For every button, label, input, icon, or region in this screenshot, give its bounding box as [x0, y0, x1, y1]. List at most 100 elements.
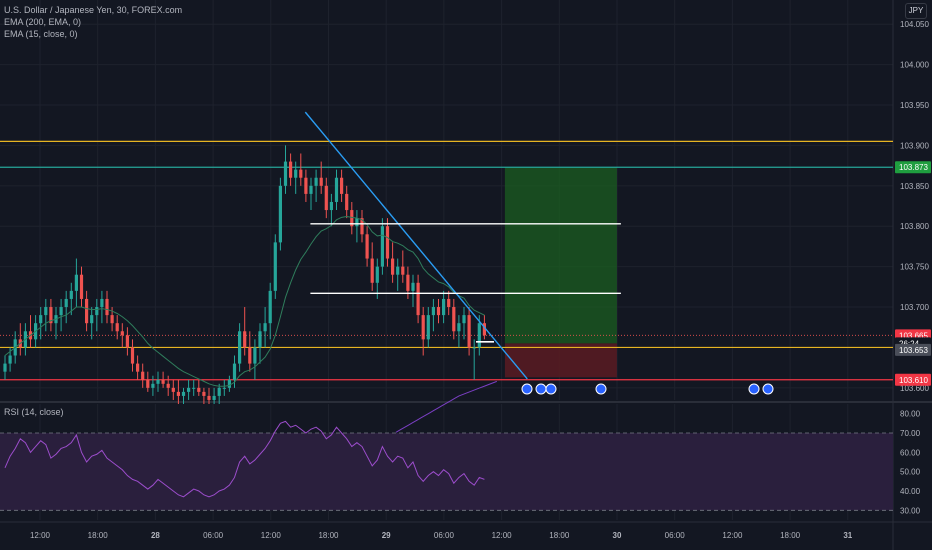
candle-body [39, 315, 43, 324]
candle-body [115, 323, 119, 332]
price-tick-label: 103.700 [900, 303, 929, 312]
candle-body [207, 395, 211, 400]
time-tick-label: 30 [613, 531, 622, 540]
candle-body [324, 185, 328, 211]
candle-body [8, 355, 12, 364]
ema200-legend[interactable]: EMA (200, EMA, 0) [4, 17, 82, 27]
candle-body [171, 387, 175, 392]
symbol-title[interactable]: U.S. Dollar / Japanese Yen, 30, FOREX.co… [4, 5, 183, 15]
candle-body [345, 193, 349, 211]
candle-body [100, 298, 104, 308]
candle-body [447, 298, 451, 308]
candle-body [161, 379, 165, 384]
candle-body [212, 395, 216, 400]
price-tag-box [895, 373, 931, 386]
candle-body [166, 383, 170, 388]
candle-body [85, 298, 89, 324]
candle-body [258, 331, 262, 348]
price-tick-label: 103.800 [900, 222, 929, 231]
candle-body [74, 274, 78, 291]
rsi-tick-label: 30.00 [900, 506, 921, 515]
time-tick-label: 12:00 [722, 531, 743, 540]
price-tick-label: 104.050 [900, 20, 929, 29]
candle-body [355, 218, 359, 227]
candle-body [248, 347, 252, 364]
rsi-tick-label: 50.00 [900, 468, 921, 477]
position-zones [504, 167, 617, 378]
ema200-line [395, 380, 497, 433]
time-tick-label: 12:00 [261, 531, 282, 540]
horizontal-levels [0, 140, 893, 381]
candle-body [452, 307, 456, 332]
candle-body [64, 298, 68, 308]
trendline [304, 111, 528, 380]
candle-body [156, 379, 160, 384]
candle-body [309, 185, 313, 194]
rsi-tick-label: 80.00 [900, 410, 921, 419]
event-icon [545, 383, 557, 395]
candle-body [176, 391, 180, 396]
price-tag-box [895, 161, 931, 174]
candle-body [304, 177, 308, 194]
price-tick-label: 103.600 [900, 384, 929, 393]
event-icon [595, 383, 607, 395]
candle-body [120, 331, 124, 336]
ema15-line [4, 216, 485, 387]
price-tag-label: 103.610 [899, 376, 928, 385]
loss-zone [504, 343, 617, 378]
time-tick-label: 31 [843, 531, 852, 540]
candle-body [105, 298, 109, 316]
candle-body [181, 391, 186, 396]
candle-body [278, 185, 282, 243]
time-tick-label: 29 [382, 531, 391, 540]
price-tag-label: 103.653 [899, 346, 928, 355]
candle-body [360, 218, 364, 235]
ema15-legend[interactable]: EMA (15, close, 0) [4, 29, 78, 39]
candle-body [380, 226, 384, 267]
candle-body [477, 323, 481, 348]
candle-body [79, 274, 84, 299]
price-tick-label: 103.850 [900, 182, 929, 191]
candle-body [334, 177, 339, 202]
profit-zone [504, 167, 617, 344]
time-tick-label: 18:00 [780, 531, 801, 540]
price-tick-label: 103.900 [900, 141, 929, 150]
candle-body [95, 307, 99, 316]
candle-body [457, 323, 461, 332]
currency-button[interactable]: JPY [905, 3, 927, 19]
rsi-legend[interactable]: RSI (14, close) [4, 407, 64, 417]
candle-body [350, 210, 354, 227]
candle-body [411, 282, 415, 291]
candle-body [370, 258, 374, 283]
price-tag-box [895, 343, 931, 356]
candle-body [49, 307, 53, 324]
candle-body [243, 331, 247, 348]
candle-body [462, 315, 466, 324]
ema-lines [4, 216, 497, 433]
time-tick-label: 06:00 [665, 531, 686, 540]
candle-body [3, 363, 7, 372]
time-tick-label: 12:00 [30, 531, 51, 540]
candle-body [416, 282, 420, 316]
candle-body [263, 323, 267, 332]
candle-body [319, 177, 323, 186]
time-tick-label: 18:00 [549, 531, 570, 540]
candle-body [299, 169, 303, 178]
candle-body [273, 242, 277, 291]
candle-body [436, 307, 441, 316]
event-icons [521, 383, 774, 395]
candle-body [294, 169, 298, 178]
candle-body [69, 290, 73, 299]
candle-body [44, 307, 48, 316]
price-tick-label: 103.750 [900, 263, 929, 272]
candle-body [391, 258, 395, 275]
rsi-tick-label: 60.00 [900, 448, 921, 457]
candle-body [202, 391, 206, 396]
event-icon [762, 383, 774, 395]
candle-body [431, 307, 435, 316]
drawings [304, 111, 621, 380]
candle-body [375, 266, 379, 283]
candle-body [130, 347, 135, 364]
candle-body [59, 307, 63, 316]
candle-body [426, 315, 430, 340]
